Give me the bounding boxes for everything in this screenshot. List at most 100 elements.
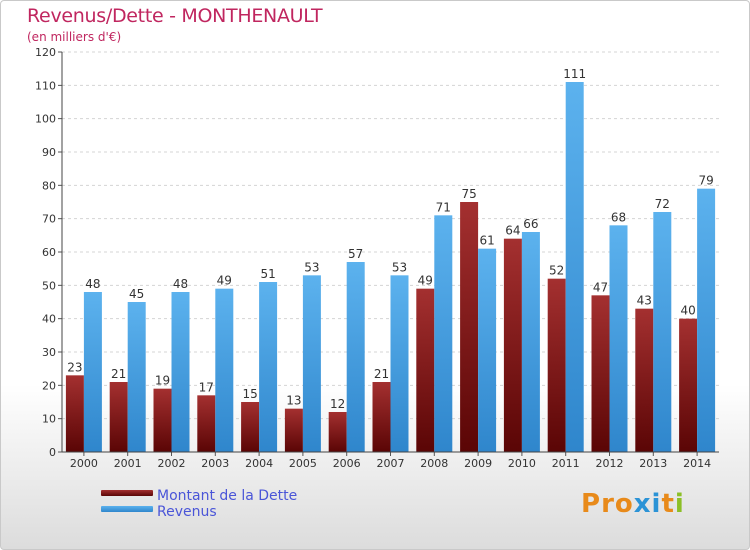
y-tick-label: 110	[35, 79, 56, 92]
legend-label-debt: Montant de la Dette	[157, 488, 298, 504]
y-tick-label: 70	[42, 213, 56, 226]
data-label-revenus: 57	[348, 247, 363, 261]
x-tick-label: 2008	[420, 457, 448, 470]
bar-revenus	[478, 248, 497, 452]
x-tick-label: 2011	[552, 457, 580, 470]
legend-label-revenus: Revenus	[157, 504, 217, 520]
x-tick-label: 2001	[114, 457, 142, 470]
x-tick-label: 2003	[201, 457, 229, 470]
y-tick-label: 60	[42, 246, 56, 259]
data-label-debt: 12	[330, 397, 345, 411]
data-label-revenus: 79	[698, 174, 713, 188]
data-label-debt: 75	[461, 187, 476, 201]
legend-swatch-revenus	[101, 506, 153, 512]
data-label-revenus: 45	[129, 287, 144, 301]
bar-debt	[460, 202, 479, 452]
data-label-debt: 19	[155, 374, 170, 388]
logo-letter: i	[651, 489, 662, 519]
data-label-debt: 15	[242, 387, 257, 401]
x-tick-label: 2004	[245, 457, 273, 470]
bar-revenus	[215, 288, 234, 452]
x-tick-label: 2014	[683, 457, 711, 470]
data-label-debt: 23	[67, 360, 82, 374]
data-label-revenus: 48	[85, 277, 100, 291]
data-label-debt: 17	[199, 380, 214, 394]
logo-letter: t	[661, 489, 675, 519]
bar-debt	[109, 382, 128, 452]
bar-revenus	[83, 292, 102, 452]
bar-debt	[416, 288, 435, 452]
bar-debt	[65, 375, 84, 452]
data-label-revenus: 49	[217, 274, 232, 288]
data-label-revenus: 66	[523, 217, 538, 231]
x-tick-label: 2000	[70, 457, 98, 470]
chart-title: Revenus/Dette - MONTHENAULT	[27, 5, 323, 27]
y-tick-label: 20	[42, 379, 56, 392]
data-labels: 23 48 21 45 19 48 17 49 15 51 13 53 12 57 21 53 49 71 75 61…	[67, 67, 713, 411]
x-tick-label: 2013	[639, 457, 667, 470]
bar-revenus	[390, 275, 409, 452]
data-label-debt: 21	[111, 367, 126, 381]
x-axis-ticks: 2000 2001 2002 2003 2004 2005 2006 2007 2008 2009…	[70, 452, 711, 470]
bar-debt	[328, 412, 347, 452]
data-label-debt: 49	[418, 274, 433, 288]
x-tick-label: 2002	[158, 457, 186, 470]
bar-debt	[547, 278, 566, 452]
data-label-revenus: 53	[392, 260, 407, 274]
data-label-debt: 43	[637, 294, 652, 308]
bar-debt	[284, 408, 303, 452]
bar-debt	[679, 318, 698, 452]
bar-revenus	[653, 212, 672, 452]
data-label-revenus: 68	[611, 210, 626, 224]
y-tick-label: 90	[42, 146, 56, 159]
data-label-debt: 64	[505, 224, 520, 238]
bar-debt	[372, 382, 391, 452]
bar-debt	[197, 395, 216, 452]
x-tick-label: 2012	[596, 457, 624, 470]
logo-letter: P	[581, 489, 602, 519]
chart-subtitle: (en milliers d'€)	[27, 30, 122, 44]
data-label-revenus: 51	[260, 267, 275, 281]
y-tick-label: 0	[49, 446, 56, 459]
y-tick-label: 50	[42, 279, 56, 292]
logo-letter: i	[674, 489, 685, 519]
data-label-debt: 13	[286, 394, 301, 408]
data-label-debt: 47	[593, 280, 608, 294]
y-tick-label: 100	[35, 113, 56, 126]
x-tick-label: 2005	[289, 457, 317, 470]
y-tick-label: 80	[42, 179, 56, 192]
logo-letter: r	[601, 489, 615, 519]
bar-revenus	[697, 188, 716, 452]
x-tick-label: 2010	[508, 457, 536, 470]
bar-debt	[503, 238, 522, 452]
data-label-revenus: 61	[479, 234, 494, 248]
bar-debt	[635, 308, 654, 452]
x-tick-label: 2006	[333, 457, 361, 470]
y-tick-label: 40	[42, 313, 56, 326]
logo-letter: x	[633, 489, 652, 519]
y-tick-label: 30	[42, 346, 56, 359]
data-label-revenus: 111	[563, 67, 586, 81]
bar-revenus	[609, 225, 628, 452]
proxiti-logo: Proxiti	[581, 489, 685, 519]
logo-letter: o	[614, 489, 634, 519]
y-tick-label: 10	[42, 413, 56, 426]
data-label-debt: 40	[680, 304, 695, 318]
bar-revenus	[171, 292, 190, 452]
y-tick-label: 120	[35, 46, 56, 59]
data-label-debt: 21	[374, 367, 389, 381]
bar-revenus	[259, 282, 278, 452]
bar-revenus	[521, 232, 540, 452]
legend-swatch-debt	[101, 490, 153, 496]
bar-revenus	[302, 275, 321, 452]
data-label-debt: 52	[549, 264, 564, 278]
bar-debt	[241, 402, 260, 452]
x-tick-label: 2007	[377, 457, 405, 470]
bar-debt	[153, 388, 172, 452]
data-label-revenus: 48	[173, 277, 188, 291]
y-axis-ticks: 0 10 20 30 40 50 60 70 80 90 100 110 120	[35, 46, 62, 459]
data-label-revenus: 53	[304, 260, 319, 274]
bar-debt	[591, 295, 610, 452]
